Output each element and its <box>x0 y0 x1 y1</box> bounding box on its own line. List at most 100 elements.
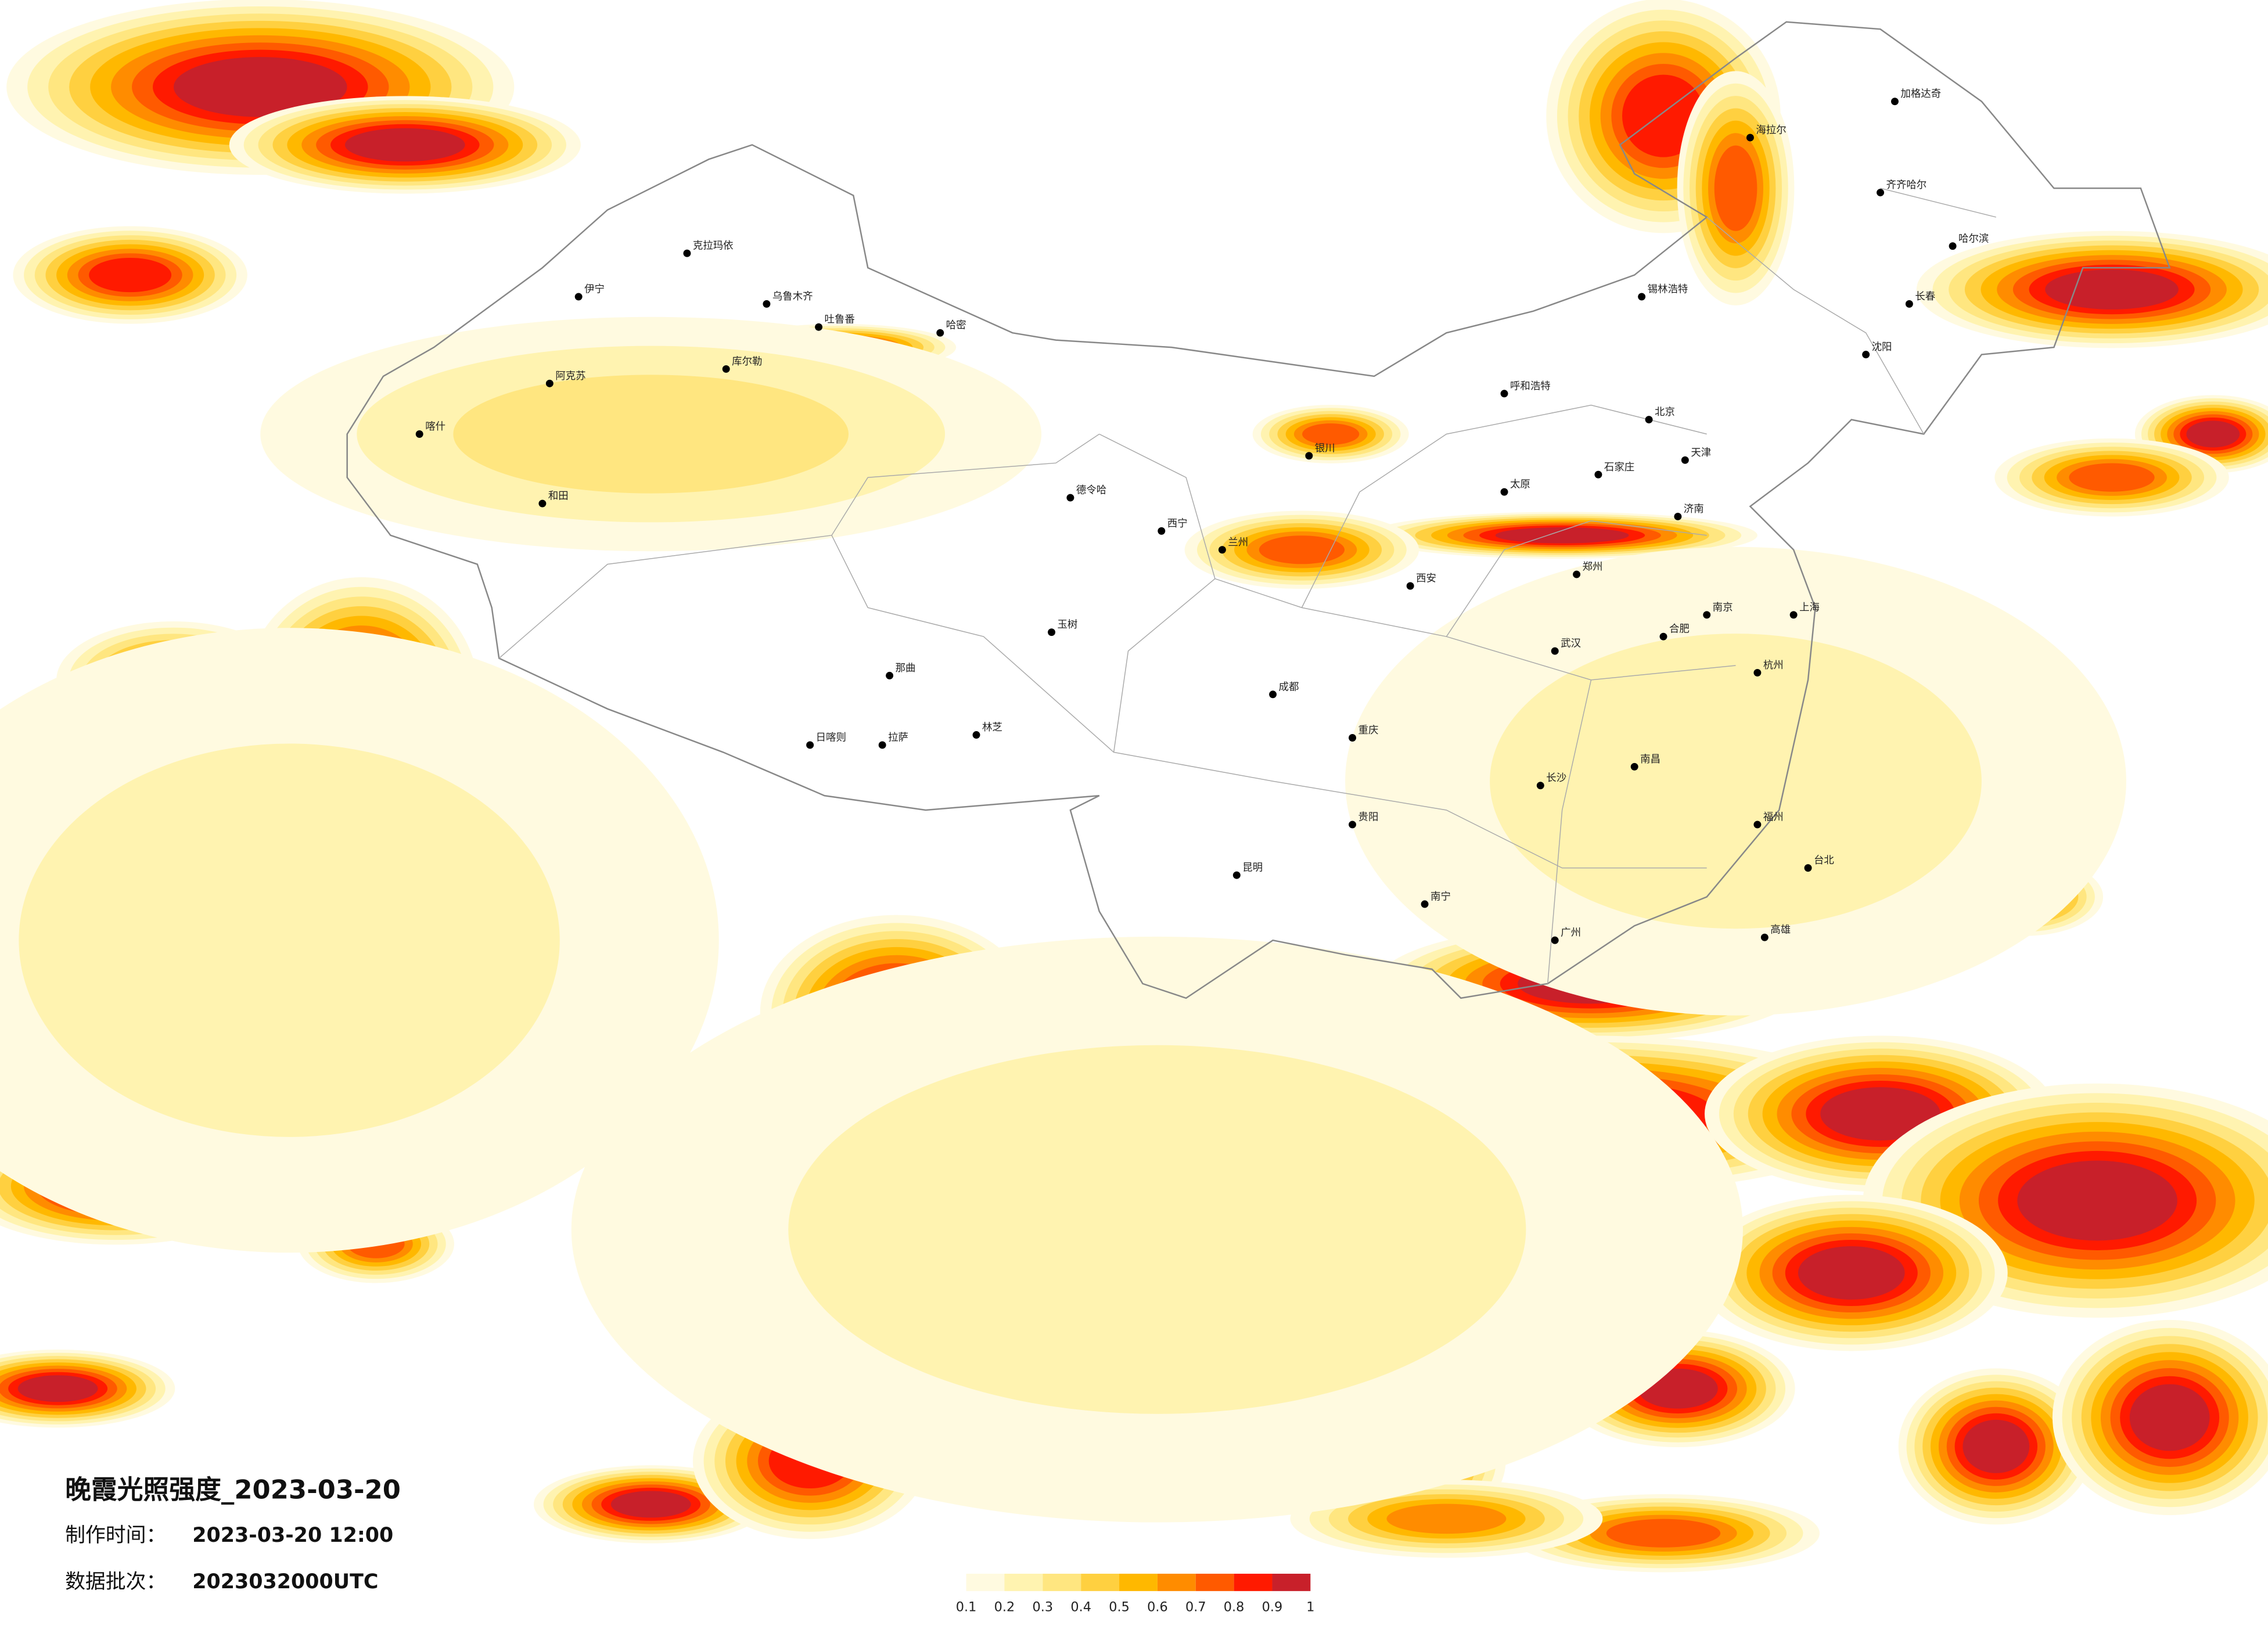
legend-swatch <box>1119 1573 1158 1591</box>
heat-patch <box>89 257 172 293</box>
heat-patch <box>1259 535 1345 564</box>
city-dot <box>1703 611 1711 619</box>
city-label: 沈阳 <box>1872 341 1892 353</box>
city-dot <box>1349 734 1357 742</box>
city-label: 克拉玛依 <box>693 240 734 252</box>
city-label: 长春 <box>1915 291 1935 303</box>
city-dot <box>1804 864 1812 872</box>
legend-tick-label: 0.1 <box>956 1600 977 1615</box>
city-label: 天津 <box>1691 447 1711 459</box>
city-dot <box>1789 611 1798 619</box>
city-label: 库尔勒 <box>732 356 762 368</box>
legend-swatch <box>1043 1573 1081 1591</box>
city-label: 拉萨 <box>888 732 908 743</box>
legend-tick-label: 0.5 <box>1109 1600 1130 1615</box>
heat-patch <box>2186 420 2240 448</box>
map-title: 晚霞光照强度_2023-03-20 <box>65 1474 401 1505</box>
city-dot <box>936 329 944 337</box>
legend-tick-label: 0.7 <box>1185 1600 1206 1615</box>
city-label: 南宁 <box>1430 891 1451 902</box>
city-dot <box>1551 647 1559 655</box>
heat-patch <box>1302 423 1360 445</box>
city-dot <box>1905 300 1913 308</box>
legend-swatch <box>1272 1573 1311 1591</box>
heat-patch <box>1820 1087 1940 1141</box>
city-label: 德令哈 <box>1076 485 1106 497</box>
heat-patch <box>1386 1503 1507 1534</box>
heat-patch <box>2129 1384 2210 1451</box>
legend-swatch <box>966 1573 1005 1591</box>
city-label: 昆明 <box>1242 862 1263 874</box>
city-label: 南昌 <box>1640 754 1660 765</box>
city-dot <box>1158 527 1166 535</box>
legend-tick-label: 0.2 <box>994 1600 1015 1615</box>
heat-patch <box>344 128 465 162</box>
legend-tick-label: 0.9 <box>1262 1600 1283 1615</box>
city-dot <box>815 323 823 331</box>
heat-patch <box>1963 1419 2030 1473</box>
city-dot <box>1500 390 1508 398</box>
city-dot <box>806 741 814 749</box>
info-label: 数据批次： <box>65 1570 166 1593</box>
legend-swatch <box>1234 1573 1273 1591</box>
city-dot <box>1066 494 1074 502</box>
city-dot <box>545 379 553 387</box>
city-dot <box>1594 470 1602 479</box>
city-dot <box>574 293 583 301</box>
city-dot <box>538 499 547 508</box>
city-label: 呼和浩特 <box>1510 380 1551 392</box>
city-dot <box>1551 936 1559 944</box>
legend: 0.1 0.2 0.3 0.4 0.5 0.6 0.7 0.8 0.9 1 <box>956 1573 1314 1615</box>
city-label: 西安 <box>1416 573 1436 585</box>
city-dot <box>1949 242 1957 250</box>
city-dot <box>1890 98 1899 106</box>
heat-patch <box>17 1375 98 1402</box>
city-label: 齐齐哈尔 <box>1886 179 1927 191</box>
city-dot <box>972 731 980 739</box>
legend-swatch <box>1081 1573 1120 1591</box>
heat-patch <box>2045 269 2179 310</box>
city-label: 日喀则 <box>816 732 846 743</box>
city-label: 林芝 <box>982 722 1002 733</box>
city-dot <box>1645 416 1653 424</box>
city-dot <box>886 671 894 679</box>
city-label: 上海 <box>1799 602 1820 613</box>
city-label: 福州 <box>1763 811 1784 823</box>
heat-patch <box>173 57 347 117</box>
city-dot <box>1659 632 1667 641</box>
city-dot <box>1674 512 1682 520</box>
city-label: 伊宁 <box>584 283 605 295</box>
city-dot <box>1406 582 1414 590</box>
city-dot <box>1048 628 1056 636</box>
info-value: 2023-03-20 12:00 <box>192 1524 393 1547</box>
city-dot <box>1681 456 1689 464</box>
legend-swatch <box>1157 1573 1196 1591</box>
legend-swatch <box>1195 1573 1234 1591</box>
city-label: 乌鲁木齐 <box>772 291 813 303</box>
city-dot <box>1218 546 1226 554</box>
city-dot <box>1500 488 1508 496</box>
city-dot <box>1760 933 1769 941</box>
legend-tick-label: 0.8 <box>1224 1600 1245 1615</box>
city-dot <box>1746 134 1754 142</box>
heat-patch <box>1798 1246 1905 1300</box>
city-label: 长沙 <box>1546 772 1566 784</box>
city-dot <box>878 741 886 749</box>
heat-patch <box>1606 1519 1721 1548</box>
city-label: 石家庄 <box>1604 462 1634 473</box>
city-dot <box>683 249 691 257</box>
city-dot <box>1305 452 1313 460</box>
heat-patch <box>610 1491 691 1518</box>
city-dot <box>1573 570 1581 578</box>
city-dot <box>1349 821 1357 829</box>
heat-patch <box>19 743 560 1137</box>
city-label: 台北 <box>1814 855 1834 866</box>
city-label: 贵阳 <box>1358 811 1379 823</box>
city-label: 郑州 <box>1583 562 1603 573</box>
city-dot <box>1638 293 1646 301</box>
heat-patch <box>1490 634 1982 929</box>
city-dot <box>1862 351 1870 359</box>
heat-layer <box>0 0 2268 1573</box>
legend-tick-label: 0.3 <box>1033 1600 1054 1615</box>
province-borders <box>498 188 1996 984</box>
